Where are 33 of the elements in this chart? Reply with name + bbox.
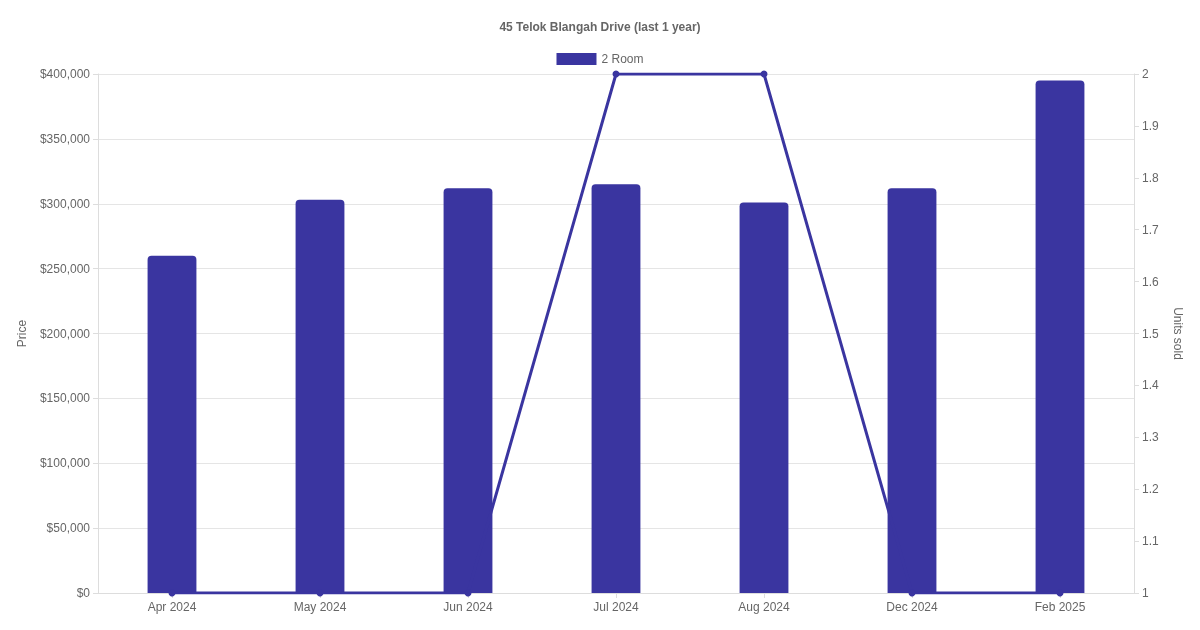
x-tick-label: Jul 2024 <box>593 600 640 614</box>
y2-tick-label: 1.8 <box>1142 170 1160 185</box>
y-tick-label: $100,000 <box>39 456 91 471</box>
y2-tick-label: 1.3 <box>1142 430 1160 445</box>
x-tick-label: Aug 2024 <box>738 600 791 614</box>
x-tick-label: Dec 2024 <box>886 600 939 614</box>
y-tick-label: $250,000 <box>39 261 91 276</box>
y-tick-label: $0 <box>76 586 91 600</box>
y-tick-label: $350,000 <box>39 131 91 146</box>
y2-tick-label: 1 <box>1142 586 1149 600</box>
y2-tick-label: 2 <box>1142 67 1149 81</box>
x-tick-label: Feb 2025 <box>1034 600 1086 614</box>
y-tick-label: $150,000 <box>39 391 91 406</box>
chart-title: 45 Telok Blangah Drive (last 1 year) <box>499 20 701 34</box>
legend-label: 2 Room <box>601 52 644 66</box>
x-tick-label: Apr 2024 <box>147 600 197 614</box>
y-tick-label: $200,000 <box>39 326 91 341</box>
y2-tick-label: 1.4 <box>1142 378 1160 393</box>
y2-tick-label: 1.2 <box>1142 482 1160 497</box>
y-axis-title: Price <box>15 319 29 348</box>
y2-tick-label: 1.9 <box>1142 118 1160 133</box>
y2-tick-label: 1.5 <box>1142 326 1160 341</box>
bar <box>739 202 789 593</box>
x-tick-label: Jun 2024 <box>443 600 494 614</box>
y-tick-label: $50,000 <box>46 521 91 536</box>
y2-tick-label: 1.6 <box>1142 274 1160 289</box>
bar <box>591 184 641 593</box>
y-tick-label: $300,000 <box>39 196 91 211</box>
x-tick-label: May 2024 <box>293 600 347 614</box>
y2-axis-title: Units sold <box>1171 307 1185 360</box>
y2-tick-label: 1.1 <box>1142 534 1160 549</box>
y-tick-label: $400,000 <box>39 67 91 81</box>
y2-tick-label: 1.7 <box>1142 222 1160 237</box>
